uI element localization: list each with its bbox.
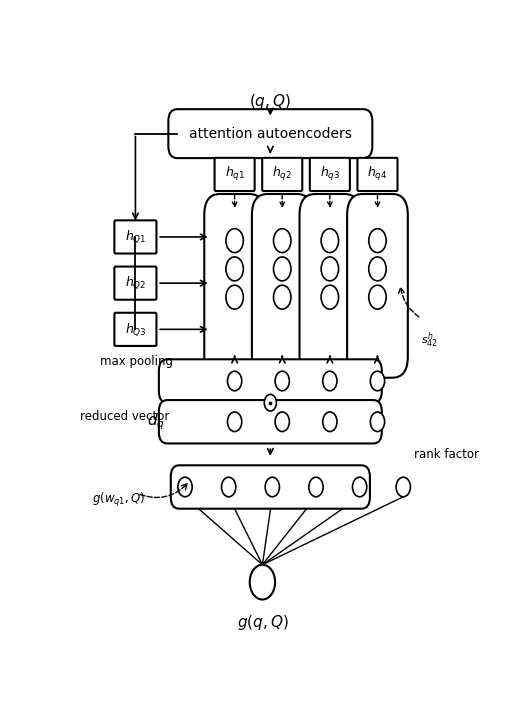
Circle shape xyxy=(321,285,338,309)
FancyBboxPatch shape xyxy=(168,109,372,158)
Text: reduced vector: reduced vector xyxy=(80,409,169,423)
Text: $h_{q4}$: $h_{q4}$ xyxy=(367,165,388,184)
Circle shape xyxy=(396,477,411,497)
Circle shape xyxy=(370,412,385,431)
Text: $h_{Q2}$: $h_{Q2}$ xyxy=(125,275,146,292)
Circle shape xyxy=(370,371,385,391)
Bar xyxy=(212,205,399,366)
Text: $g(q, Q)$: $g(q, Q)$ xyxy=(237,613,288,632)
Circle shape xyxy=(178,477,192,497)
Circle shape xyxy=(226,257,243,281)
Circle shape xyxy=(369,285,386,309)
FancyBboxPatch shape xyxy=(114,220,157,253)
Circle shape xyxy=(323,371,337,391)
Circle shape xyxy=(222,477,236,497)
FancyBboxPatch shape xyxy=(310,158,350,191)
Text: $(q, Q)$: $(q, Q)$ xyxy=(249,92,291,111)
Text: $h_{q3}$: $h_{q3}$ xyxy=(319,165,340,184)
Circle shape xyxy=(273,229,291,253)
Circle shape xyxy=(323,412,337,431)
Circle shape xyxy=(309,477,323,497)
FancyBboxPatch shape xyxy=(159,400,382,443)
Circle shape xyxy=(226,229,243,253)
FancyBboxPatch shape xyxy=(347,194,408,378)
Circle shape xyxy=(321,257,338,281)
FancyBboxPatch shape xyxy=(300,194,360,378)
Circle shape xyxy=(227,412,242,431)
FancyBboxPatch shape xyxy=(159,359,382,402)
Text: max pooling: max pooling xyxy=(100,355,173,369)
Circle shape xyxy=(264,395,276,411)
Circle shape xyxy=(226,285,243,309)
FancyBboxPatch shape xyxy=(204,194,265,378)
FancyBboxPatch shape xyxy=(262,158,302,191)
Text: $h_{Q3}$: $h_{Q3}$ xyxy=(124,321,146,337)
Text: $d_q$: $d_q$ xyxy=(147,412,165,432)
Circle shape xyxy=(352,477,367,497)
FancyBboxPatch shape xyxy=(215,158,254,191)
FancyBboxPatch shape xyxy=(357,158,397,191)
Circle shape xyxy=(265,477,280,497)
Circle shape xyxy=(321,229,338,253)
Text: attention autoencoders: attention autoencoders xyxy=(189,126,352,140)
FancyBboxPatch shape xyxy=(171,465,370,509)
Circle shape xyxy=(275,371,289,391)
Text: rank factor: rank factor xyxy=(414,448,479,461)
Circle shape xyxy=(369,257,386,281)
FancyBboxPatch shape xyxy=(114,313,157,346)
FancyBboxPatch shape xyxy=(252,194,313,378)
Text: $s^{h}_{42}$: $s^{h}_{42}$ xyxy=(421,330,438,350)
Circle shape xyxy=(227,371,242,391)
Circle shape xyxy=(273,257,291,281)
Text: $g(w_{q1},Q)$: $g(w_{q1},Q)$ xyxy=(92,491,145,508)
Circle shape xyxy=(369,229,386,253)
Circle shape xyxy=(275,412,289,431)
Text: $h_{q1}$: $h_{q1}$ xyxy=(225,165,245,184)
Circle shape xyxy=(273,285,291,309)
FancyBboxPatch shape xyxy=(114,267,157,300)
Text: $h_{Q1}$: $h_{Q1}$ xyxy=(124,229,146,245)
Circle shape xyxy=(250,565,275,599)
Text: $h_{q2}$: $h_{q2}$ xyxy=(272,165,292,184)
